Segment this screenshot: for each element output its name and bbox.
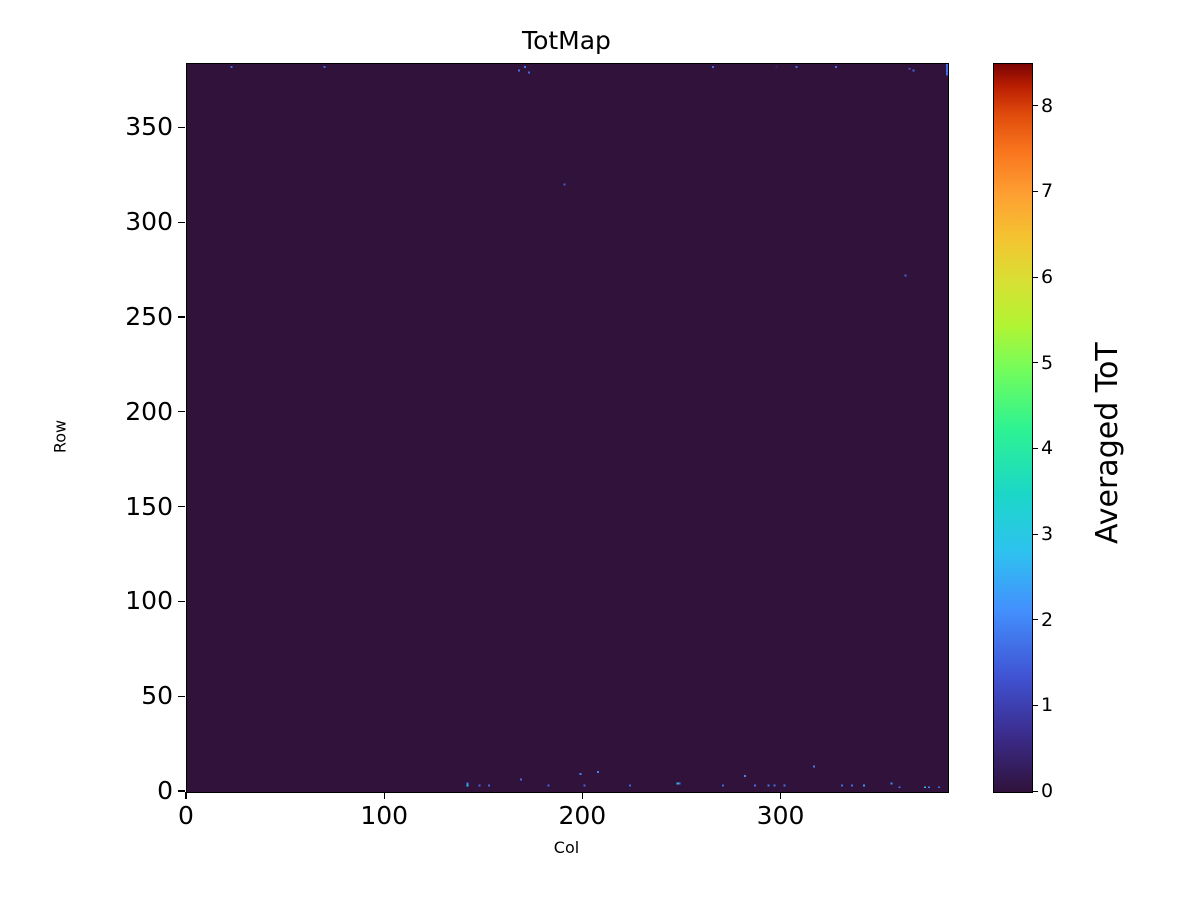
colorbar: [993, 63, 1033, 793]
y-tick-label: 250: [125, 302, 173, 332]
colorbar-tick-label: 8: [1041, 94, 1054, 117]
colorbar-tick-mark: [1032, 362, 1038, 364]
y-tick-mark: [177, 126, 185, 129]
y-tick-label: 200: [125, 396, 173, 426]
colorbar-tick-mark: [1032, 533, 1038, 535]
y-tick-mark: [177, 505, 185, 508]
y-tick-label: 50: [141, 681, 173, 711]
page-title: TotMap: [522, 26, 611, 55]
y-tick-label: 0: [157, 776, 173, 805]
colorbar-tick-label: 3: [1041, 523, 1054, 546]
colorbar-tick-mark: [1032, 105, 1038, 107]
y-tick-label: 350: [125, 112, 173, 142]
y-tick-label: 300: [125, 207, 173, 237]
x-tick-mark: [581, 792, 583, 800]
y-tick-mark: [177, 600, 185, 603]
y-tick-mark: [177, 411, 185, 413]
y-tick-mark: [177, 695, 185, 697]
x-tick-label: 100: [360, 801, 409, 830]
y-axis-label: Row: [50, 419, 70, 454]
x-axis-label: Col: [553, 838, 580, 857]
y-tick-mark: [177, 221, 185, 223]
colorbar-tick-label: 2: [1041, 608, 1054, 631]
colorbar-tick-mark: [1032, 619, 1038, 621]
colorbar-tick-mark: [1032, 447, 1038, 449]
x-tick-label: 200: [558, 801, 607, 830]
colorbar-tick-mark: [1032, 190, 1038, 192]
colorbar-tick-mark: [1032, 704, 1038, 706]
colorbar-label: Averaged ToT: [1090, 342, 1125, 544]
x-tick-label: 0: [178, 801, 194, 830]
y-tick-label: 100: [125, 586, 173, 616]
colorbar-tick-label: 7: [1041, 180, 1054, 203]
colorbar-tick-label: 0: [1041, 780, 1054, 802]
y-tick-mark: [177, 790, 185, 792]
y-tick-mark: [177, 316, 185, 318]
colorbar-tick-label: 5: [1041, 351, 1054, 374]
x-tick-mark: [185, 792, 187, 800]
heatmap-image: [187, 64, 948, 792]
x-tick-mark: [779, 792, 782, 800]
x-tick-mark: [383, 792, 385, 800]
heatmap-plot-area: [186, 63, 949, 793]
colorbar-tick-label: 1: [1041, 694, 1054, 717]
colorbar-tick-mark: [1032, 790, 1038, 792]
y-tick-label: 150: [125, 491, 173, 521]
colorbar-tick-mark: [1032, 276, 1038, 278]
colorbar-tick-label: 6: [1041, 266, 1054, 289]
x-tick-label: 300: [756, 801, 805, 830]
colorbar-tick-label: 4: [1041, 437, 1054, 460]
